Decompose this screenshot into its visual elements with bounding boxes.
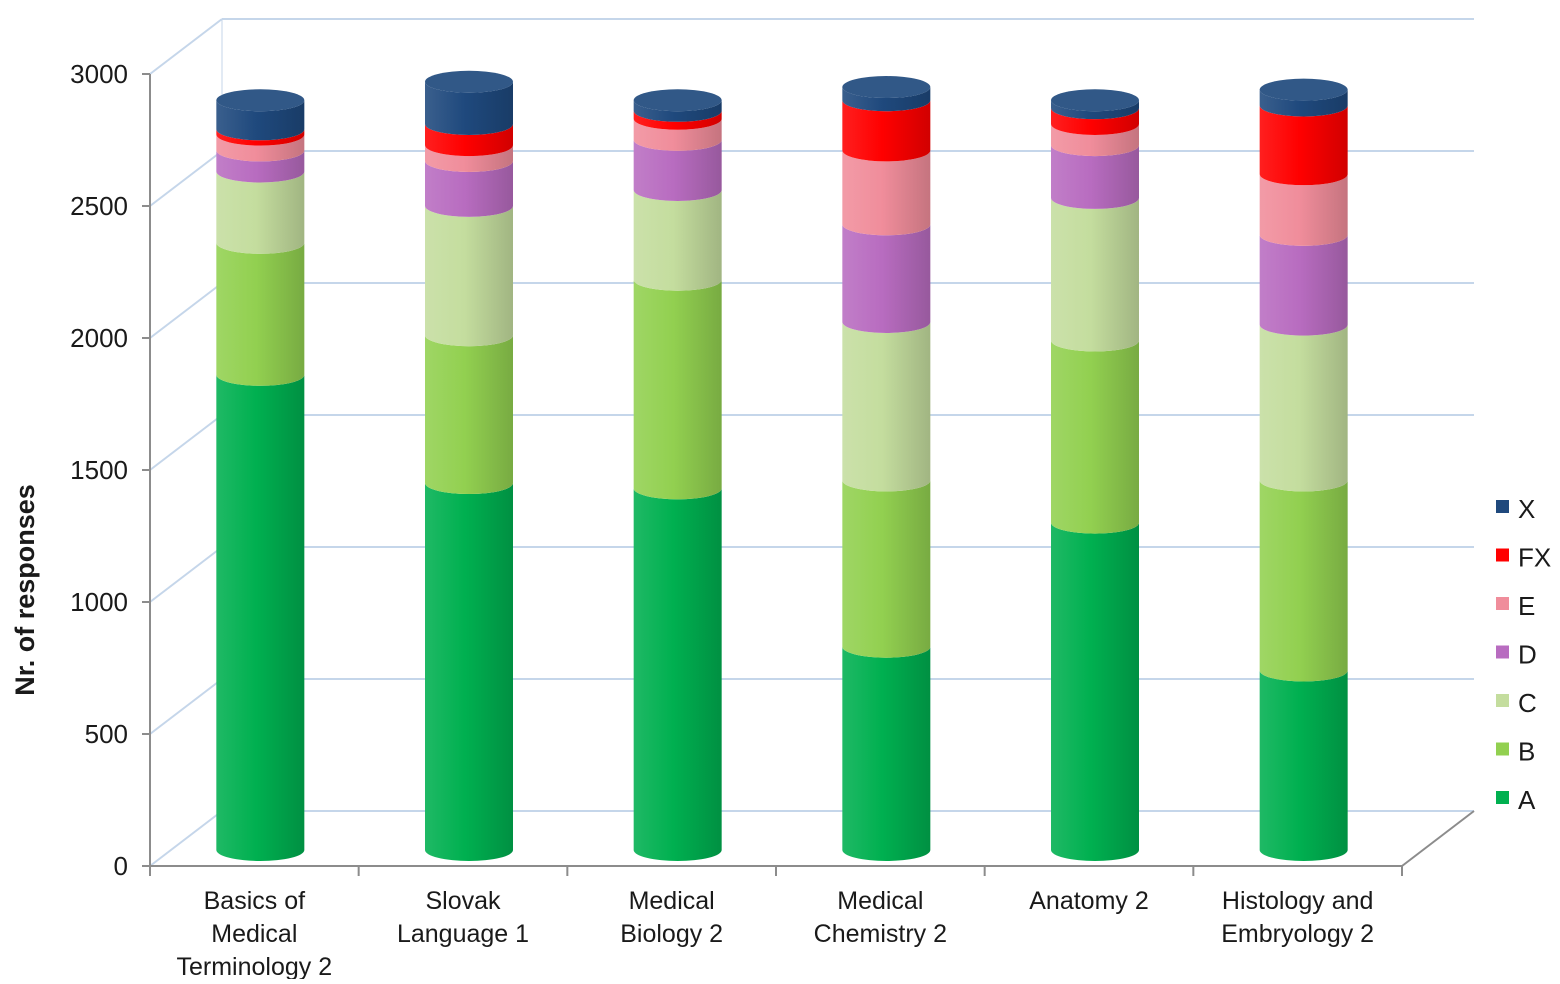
legend-swatch-c: [1496, 694, 1509, 707]
category-label: Slovak Language 1: [397, 887, 529, 948]
bar-segment-c: [1051, 197, 1139, 352]
bar-segment-x: [842, 87, 931, 112]
bar-segment-d: [1259, 234, 1348, 336]
legend-label: A: [1518, 785, 1536, 815]
bar-top-cap: [1259, 78, 1348, 101]
bar-segment-b: [425, 335, 513, 495]
floor-right-edge: [1401, 810, 1475, 867]
category-label: Basics of Medical Terminology 2: [177, 887, 333, 979]
bar-segment-a: [425, 483, 513, 861]
legend-label: FX: [1518, 543, 1551, 573]
bar-segment-b: [1051, 340, 1139, 534]
bar-segment-c: [216, 171, 305, 254]
y-tick-label: 1500: [70, 455, 128, 485]
bar-segment-fx: [425, 124, 513, 157]
bar-segment-d: [842, 224, 931, 333]
bar-segment-fx: [216, 129, 305, 146]
bar-segment-fx: [1051, 108, 1139, 135]
bar-stack: [1051, 89, 1139, 861]
legend-swatch-x: [1496, 500, 1509, 513]
bar-stack: [216, 89, 305, 861]
gridline-side: [149, 150, 223, 207]
bar-segment-e: [216, 134, 305, 162]
bar-segment-e: [842, 150, 931, 236]
bar-segment-x: [425, 81, 513, 135]
y-tick-label: 1000: [70, 587, 128, 617]
bar-segment-b: [216, 242, 305, 386]
bar-segment-e: [633, 118, 722, 151]
bar-top-cap: [633, 89, 722, 112]
legend-label: D: [1518, 640, 1537, 670]
bar-segment-e: [1259, 174, 1348, 246]
bar-top-cap: [842, 76, 931, 99]
bar-stack: [842, 76, 931, 861]
bar-top-cap: [1051, 89, 1139, 112]
bar-segment-fx: [1259, 105, 1348, 186]
bar-segment-b: [633, 279, 722, 500]
bar-segment-a: [842, 646, 931, 861]
bar-segment-x: [1051, 100, 1139, 120]
bar-segment-c: [842, 322, 931, 492]
y-tick-label: 500: [85, 719, 128, 749]
gridline-side: [149, 282, 223, 339]
gridline-side: [149, 678, 223, 735]
y-tick-label: 3000: [70, 59, 128, 89]
category-label: Histology and Embryology 2: [1221, 887, 1374, 948]
bar-segment-x: [633, 100, 722, 122]
bar-segment-fx: [842, 100, 931, 162]
bar-top-cap: [425, 70, 513, 93]
legend-label: B: [1518, 737, 1535, 767]
bar-segment-c: [633, 190, 722, 291]
bar-segment-d: [216, 150, 305, 183]
bar-segment-a: [1259, 670, 1348, 861]
y-axis-title: Nr. of responses: [10, 484, 40, 696]
bar-segment-fx: [633, 110, 722, 130]
legend-label: C: [1518, 688, 1537, 718]
legend-swatch-fx: [1496, 548, 1509, 562]
bar-segment-x: [1259, 89, 1348, 117]
y-tick-label: 0: [114, 851, 128, 881]
legend-swatch-a: [1496, 791, 1509, 804]
y-tick-label: 2000: [70, 323, 128, 353]
bar-top-cap: [216, 89, 305, 112]
gridline-side: [149, 810, 223, 867]
y-tick-label: 2500: [70, 191, 128, 221]
legend-swatch-d: [1496, 645, 1509, 659]
bar-segment-c: [425, 205, 513, 347]
bar-segment-a: [1051, 522, 1139, 861]
gridline-side: [149, 414, 223, 471]
bar-stack: [425, 70, 513, 861]
bar-segment-d: [1051, 145, 1139, 209]
legend-swatch-e: [1496, 597, 1509, 610]
category-label: Medical Biology 2: [620, 887, 723, 948]
bar-segment-x: [216, 100, 305, 141]
bar-segment-e: [1051, 124, 1139, 157]
bar-segment-a: [216, 374, 305, 861]
legend-swatch-b: [1496, 742, 1509, 756]
bar-segment-d: [633, 139, 722, 201]
bar-segment-d: [425, 160, 513, 217]
bar-stack: [1259, 78, 1348, 861]
category-label: Anatomy 2: [1029, 887, 1149, 915]
bar-segment-a: [633, 488, 722, 861]
legend-label: E: [1518, 591, 1535, 621]
bar-stack: [633, 89, 722, 861]
bar-segment-b: [1259, 480, 1348, 682]
bar-segment-e: [425, 145, 513, 172]
legend-label: X: [1518, 494, 1535, 524]
gridline-side: [149, 546, 223, 603]
gridline-side: [149, 18, 223, 75]
bar-segment-c: [1259, 324, 1348, 492]
bar-segment-b: [842, 480, 931, 658]
category-label: Medical Chemistry 2: [814, 887, 947, 948]
